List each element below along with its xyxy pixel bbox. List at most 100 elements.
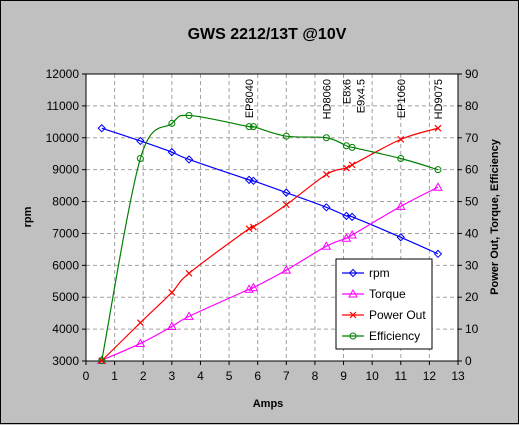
- efficiency-point: [245, 123, 253, 131]
- power-out-point: [342, 164, 350, 172]
- efficiency-point: [168, 119, 176, 127]
- power-out-point: [348, 161, 356, 169]
- annotation-label: E9x4.5: [356, 79, 368, 113]
- rpm-point: [97, 124, 106, 133]
- x-tick-label: 12: [423, 369, 437, 383]
- power-out-point: [185, 269, 193, 277]
- efficiency-point: [136, 155, 144, 163]
- efficiency-point: [322, 134, 330, 142]
- power-out-point: [322, 171, 330, 178]
- rpm-point: [249, 176, 258, 186]
- torque-point: [433, 182, 443, 191]
- rpm-point: [282, 188, 291, 197]
- rpm-point: [347, 212, 357, 222]
- annotation-label: HD8060: [321, 79, 333, 119]
- power-out-point: [249, 223, 257, 231]
- legend-box: [335, 258, 433, 350]
- legend-entry: rpm: [369, 266, 390, 280]
- y-tick-label: 8000: [52, 195, 79, 209]
- y2-axis-label: Power Out, Torque, Efficiency: [489, 138, 501, 295]
- power-out-point: [282, 201, 290, 209]
- plot-border: [85, 73, 459, 362]
- y-tick-label: 11000: [47, 99, 80, 113]
- rpm-point: [396, 233, 405, 242]
- rpm-point: [136, 136, 145, 146]
- power-out-point: [245, 225, 253, 233]
- y-tick-label: 4000: [52, 322, 79, 336]
- x-tick-label: 9: [340, 369, 347, 383]
- rpm-point: [342, 211, 351, 221]
- legend: rpm Torque Power Out Efficiency: [335, 258, 433, 350]
- x-tick-label: 4: [197, 369, 204, 383]
- torque-point: [395, 201, 406, 210]
- y2-tick-label: 60: [465, 163, 479, 177]
- efficiency-point: [249, 123, 257, 131]
- power-out-point: [434, 124, 442, 132]
- x-tick-label: 6: [254, 369, 261, 383]
- annotation-label: EP1060: [396, 79, 408, 118]
- y-tick-label: 9000: [52, 163, 79, 177]
- x-tick-label: 2: [140, 369, 147, 383]
- y2-tick-label: 90: [465, 67, 479, 81]
- y2-tick-label: 20: [465, 290, 479, 304]
- x-tick-label: 1: [111, 369, 118, 383]
- torque-point: [281, 265, 292, 274]
- annotation-label: EP8040: [244, 79, 256, 118]
- efficiency-point: [282, 132, 290, 140]
- power-out-point: [136, 319, 144, 327]
- power-out-point: [397, 135, 405, 143]
- y-axis-label: rpm: [22, 206, 34, 227]
- torque-point: [248, 282, 259, 292]
- y2-tick-label: 80: [465, 99, 479, 113]
- torque-point: [135, 338, 146, 347]
- annotation-label: E8x6: [341, 79, 353, 104]
- power-out-point: [349, 311, 357, 319]
- torque-point: [348, 288, 358, 298]
- y2-tick-label: 50: [465, 195, 479, 209]
- power-out-point: [168, 289, 176, 296]
- y2-tick-label: 70: [465, 131, 479, 145]
- efficiency-point: [349, 332, 357, 340]
- y-tick-label: 6000: [52, 258, 79, 272]
- annotation-label: HD9075: [433, 79, 445, 119]
- torque-point: [166, 321, 177, 331]
- y-tick-label: 10000: [46, 131, 80, 145]
- efficiency-line: [101, 114, 439, 361]
- chart-title: GWS 2212/13T @10V: [188, 26, 347, 43]
- efficiency-point: [348, 143, 356, 151]
- x-tick-label: 11: [395, 369, 408, 383]
- x-tick-label: 7: [283, 369, 290, 383]
- x-tick-label: 3: [169, 369, 176, 383]
- rpm-point: [433, 249, 443, 259]
- x-tick-label: 0: [83, 369, 90, 383]
- x-tick-label: 10: [365, 369, 379, 383]
- x-tick-label: 8: [312, 369, 319, 383]
- x-axis-label: Amps: [253, 398, 284, 410]
- rpm-point: [322, 203, 331, 212]
- efficiency-point: [434, 166, 442, 174]
- y-tick-label: 12000: [46, 67, 80, 81]
- efficiency-point: [98, 357, 106, 365]
- torque-point: [347, 230, 357, 239]
- x-tick-label: 13: [451, 369, 465, 383]
- y2-tick-label: 0: [465, 354, 472, 368]
- legend-entry: Efficiency: [369, 329, 420, 343]
- torque-point: [321, 241, 332, 250]
- efficiency-point: [185, 111, 193, 119]
- y-tick-label: 7000: [52, 226, 79, 240]
- rpm-point: [184, 155, 194, 164]
- y-tick-label: 3000: [52, 354, 79, 368]
- rpm-point: [348, 268, 358, 278]
- y2-tick-label: 40: [465, 226, 479, 240]
- torque-point: [244, 284, 254, 293]
- efficiency-point: [397, 155, 405, 163]
- rpm-point: [167, 147, 177, 157]
- legend-entry: Torque: [369, 287, 406, 301]
- y2-tick-label: 30: [465, 258, 479, 272]
- x-tick-label: 5: [226, 369, 233, 383]
- y-tick-label: 5000: [52, 290, 79, 304]
- y2-tick-label: 10: [465, 322, 479, 336]
- torque-point: [184, 311, 194, 320]
